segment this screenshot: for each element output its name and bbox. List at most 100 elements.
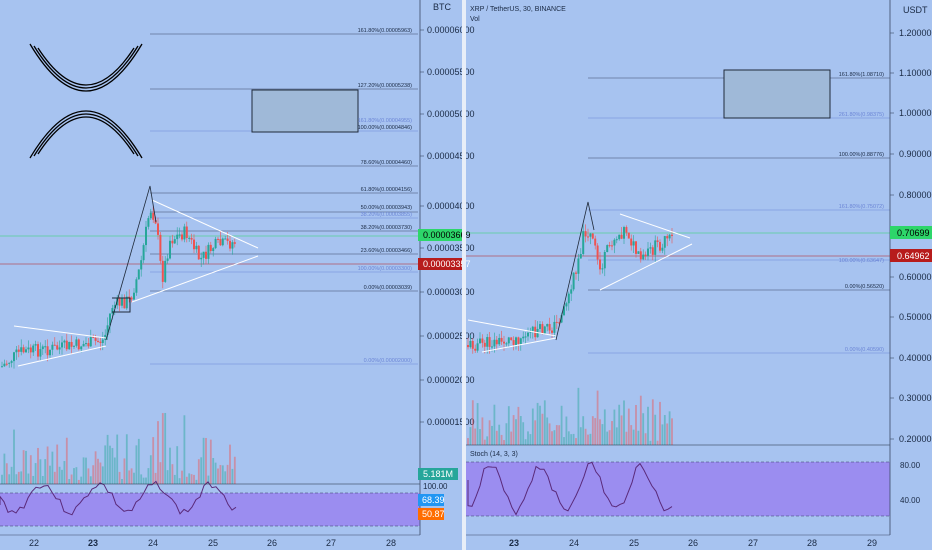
left-stoch-d-badge	[418, 508, 444, 520]
left-current-price: 0.00003669	[423, 230, 471, 240]
right-price-tick: 1.00000	[899, 108, 932, 118]
left-fib-label: 0.00%(0.00002000)	[364, 358, 412, 364]
right-fib-label: 0.00%(0.40590)	[845, 347, 884, 353]
left-price-tick: 0.00002500	[427, 331, 475, 341]
left-time-tick: 24	[148, 538, 158, 548]
left-fib-label: 78.60%(0.00004460)	[361, 160, 413, 166]
left-price-tick: 0.00004500	[427, 151, 475, 161]
left-fib-label: 161.80%(0.00004955)	[358, 118, 413, 124]
right-stoch-line	[467, 461, 673, 516]
right-pattern-lines	[467, 201, 693, 353]
left-pattern-lines	[13, 185, 259, 367]
left-target-zone[interactable]	[251, 89, 359, 133]
left-volume-bars	[1, 412, 236, 484]
right-price-tick: 0.30000	[899, 393, 932, 403]
right-fib-label: 0.00%(0.56520)	[845, 284, 884, 290]
left-price-tick: 0.00002000	[427, 375, 475, 385]
right-stoch-scale-40: 40.00	[900, 496, 921, 505]
left-stoch-line	[0, 480, 237, 516]
left-volume-badge	[418, 468, 458, 480]
right-volume-bars	[467, 387, 673, 445]
right-target-zone[interactable]	[723, 69, 831, 119]
left-fib-label: 100.00%(0.00003300)	[358, 266, 413, 272]
right-time-tick: 28	[807, 538, 817, 548]
right-price-axis[interactable]: USDT 1.20000 1.10000 1.00000 0.90000 0.80000…	[889, 0, 932, 535]
right-price-tick: 0.20000	[899, 434, 932, 444]
left-fib-label: 61.80%(0.00004156)	[361, 187, 413, 193]
left-stoch-band	[0, 493, 420, 526]
left-time-axis[interactable]: 22 23 24 25 26 27 28	[29, 538, 396, 548]
left-stoch-d-value: 50.87	[422, 509, 445, 519]
left-price-tick: 0.00005000	[427, 109, 475, 119]
left-stoch-k-badge	[418, 494, 444, 506]
left-stoch-scale-top: 100.00	[423, 482, 448, 491]
right-fib-label: 161.80%(0.75072)	[839, 204, 884, 210]
left-fib-label: 38.20%(0.00003730)	[361, 225, 413, 231]
right-current-price-badge	[890, 226, 932, 239]
left-price-tick: 0.00004000	[427, 201, 475, 211]
right-time-tick: 27	[748, 538, 758, 548]
left-stoch-k-value: 68.39	[422, 495, 445, 505]
left-prev-price-badge	[418, 258, 462, 270]
right-price-tick: 1.20000	[899, 28, 932, 38]
right-fib-lines	[466, 77, 890, 354]
left-fib-label: 50.00%(0.00003943)	[361, 205, 413, 211]
left-time-tick: 22	[29, 538, 39, 548]
right-fib-label: 161.80%(1.08710)	[839, 72, 884, 78]
right-vol-label[interactable]: Vol	[470, 16, 480, 23]
right-fib-label: 100.00%(0.88776)	[839, 152, 884, 158]
right-chart-panel[interactable]: XRP / TetherUS, 30, BINANCE Vol Stoch (1…	[466, 0, 932, 548]
right-prev-price: 0.64962	[897, 251, 930, 261]
right-time-tick: 23	[509, 538, 519, 548]
left-price-tick: 0.00003000	[427, 287, 475, 297]
left-volume-value: 5.181M	[423, 469, 453, 479]
left-prev-price: 0.00003357	[423, 259, 471, 269]
panel-divider[interactable]	[462, 0, 466, 550]
right-candles	[467, 223, 673, 354]
right-fib-label: 100.00%(0.63647)	[839, 258, 884, 264]
right-time-tick: 26	[688, 538, 698, 548]
left-price-tick: 0.00001500	[427, 417, 475, 427]
left-price-tick: 0.00005500	[427, 67, 475, 77]
left-price-axis[interactable]: BTC 0.00006000 0.00005500 0.00005000 0.0000…	[418, 0, 475, 535]
left-time-tick: 27	[326, 538, 336, 548]
right-time-tick: 25	[629, 538, 639, 548]
left-fib-lines	[0, 33, 418, 365]
left-time-tick: 26	[267, 538, 277, 548]
right-stoch-band	[466, 462, 890, 516]
right-currency-label: USDT	[903, 5, 928, 15]
left-fib-labels: 161.80%(0.00005963) 127.20%(0.00005238) 16…	[358, 28, 413, 364]
right-price-tick: 0.40000	[899, 353, 932, 363]
left-fib-label: 161.80%(0.00005963)	[358, 28, 413, 34]
right-prev-price-badge	[890, 249, 932, 262]
left-time-tick: 25	[208, 538, 218, 548]
left-fib-label: 23.60%(0.00003466)	[361, 248, 413, 254]
right-fib-labels: 161.80%(1.08710) 261.80%(0.98375) 100.00%(…	[839, 72, 884, 353]
right-stoch-title[interactable]: Stoch (14, 3, 3)	[470, 451, 518, 458]
right-price-tick: 0.90000	[899, 149, 932, 159]
left-time-tick: 28	[386, 538, 396, 548]
left-fib-label: 38.20%(0.00003855)	[361, 212, 413, 218]
left-chart-panel[interactable]: BTC 0.00006000 0.00005500 0.00005000 0.0000…	[0, 0, 475, 550]
left-price-tick: 0.00003500	[427, 243, 475, 253]
right-price-tick: 0.50000	[899, 312, 932, 322]
right-time-axis[interactable]: 23 24 25 26 27 28 29	[509, 538, 877, 548]
left-time-tick: 23	[88, 538, 98, 548]
right-stoch-scale-80: 80.00	[900, 461, 921, 470]
right-current-price: 0.70699	[897, 228, 930, 238]
right-symbol-title[interactable]: XRP / TetherUS, 30, BINANCE	[470, 6, 566, 13]
left-price-tick: 0.00006000	[427, 25, 475, 35]
left-fib-label: 0.00%(0.00003039)	[364, 285, 412, 291]
right-time-tick: 29	[867, 538, 877, 548]
right-fib-label: 261.80%(0.98375)	[839, 112, 884, 118]
right-price-tick: 0.60000	[899, 272, 932, 282]
right-time-tick: 24	[569, 538, 579, 548]
left-fib-label: 100.00%(0.00004846)	[358, 125, 413, 131]
right-price-tick: 0.80000	[899, 190, 932, 200]
left-currency-label: BTC	[433, 2, 452, 12]
right-price-tick: 1.10000	[899, 68, 932, 78]
left-fib-label: 127.20%(0.00005238)	[358, 83, 413, 89]
left-candles	[1, 205, 236, 369]
